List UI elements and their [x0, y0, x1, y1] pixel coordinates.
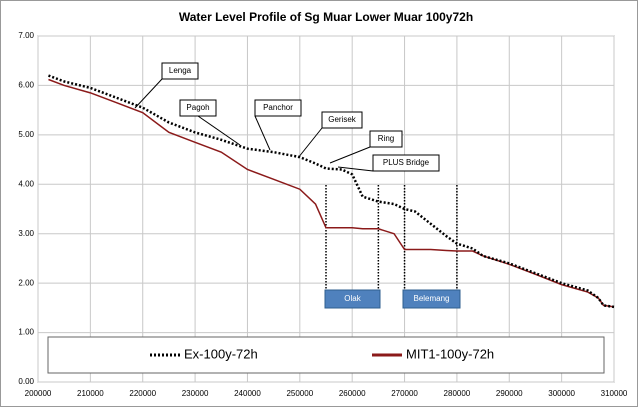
annotation-box [372, 154, 440, 172]
annotation-label: PLUS Bridge [383, 158, 430, 167]
annotation-label: Pagoh [186, 103, 209, 112]
annotation-box [161, 62, 199, 80]
annotation-label: Gerisek [328, 115, 357, 124]
zone-box [402, 289, 461, 309]
y-tick-label: 5.00 [18, 130, 34, 139]
annotation-box [254, 99, 302, 117]
legend [47, 336, 605, 374]
annotation-pointer [297, 127, 323, 159]
legend-label: MIT1-100y-72h [406, 346, 494, 361]
zone-label: Olak [344, 294, 361, 303]
annotation-pointer [197, 115, 241, 146]
x-tick-label: 310000 [601, 389, 628, 398]
annotation-pointer [337, 166, 374, 172]
chart-title: Water Level Profile of Sg Muar Lower Mua… [179, 10, 473, 24]
legend-label: Ex-100y-72h [184, 346, 258, 361]
x-tick-label: 300000 [548, 389, 575, 398]
y-tick-label: 6.00 [18, 81, 34, 90]
y-tick-label: 7.00 [18, 31, 34, 40]
annotation-label: Lenga [169, 66, 192, 75]
annotation-pointer [134, 78, 163, 109]
x-tick-label: 230000 [182, 389, 209, 398]
x-tick-label: 280000 [444, 389, 471, 398]
zone-box [324, 289, 381, 309]
annotation-label: Ring [378, 134, 394, 143]
x-tick-label: 210000 [77, 389, 104, 398]
y-tick-label: 2.00 [18, 278, 34, 287]
series-line [48, 74, 615, 309]
annotation-box [369, 130, 403, 148]
y-tick-label: 1.00 [18, 328, 34, 337]
y-tick-label: 4.00 [18, 179, 34, 188]
annotation-box [321, 111, 363, 129]
x-tick-label: 200000 [25, 389, 52, 398]
zone-label: Belemang [413, 294, 449, 303]
y-tick-label: 3.00 [18, 229, 34, 238]
x-tick-label: 260000 [339, 389, 366, 398]
x-tick-label: 240000 [234, 389, 261, 398]
x-tick-label: 220000 [129, 389, 156, 398]
x-tick-label: 290000 [496, 389, 523, 398]
y-tick-label: 0.00 [18, 377, 34, 386]
annotation-box [179, 99, 217, 117]
annotation-pointer [329, 146, 371, 164]
annotation-label: Panchor [263, 103, 293, 112]
x-tick-label: 270000 [391, 389, 418, 398]
annotation-pointer [254, 115, 271, 151]
x-tick-label: 250000 [286, 389, 313, 398]
